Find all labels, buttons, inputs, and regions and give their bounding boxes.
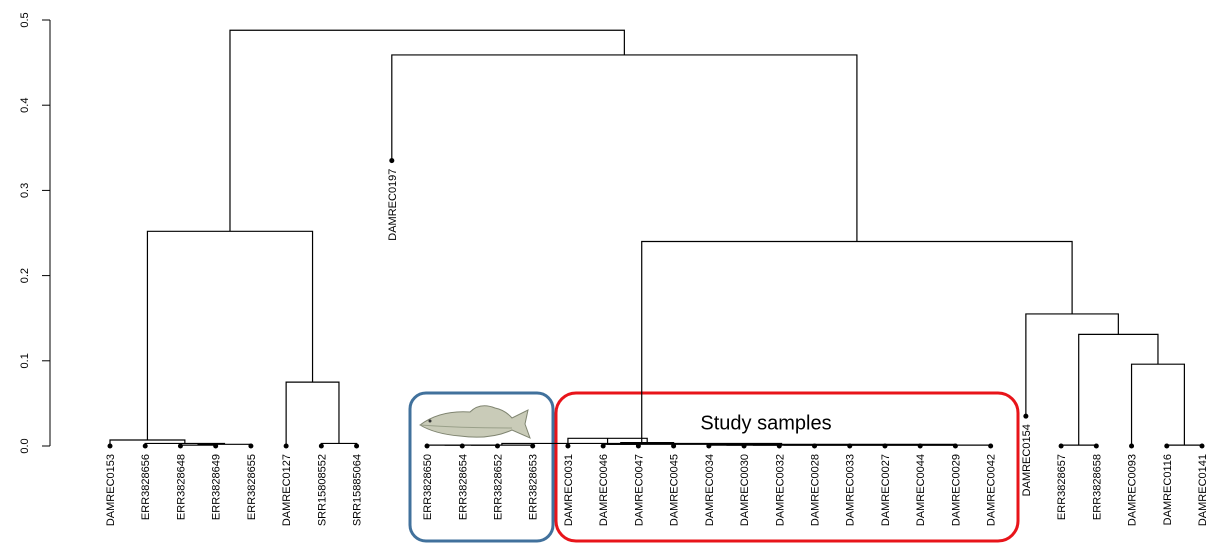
merge [180, 445, 215, 446]
annotation: Study samples [700, 412, 831, 434]
leaf-label: ERR3828650 [422, 454, 434, 520]
fish-icon [420, 406, 530, 438]
merge [1167, 445, 1202, 446]
leaf-label: DAMREC0093 [1127, 454, 1139, 526]
merge [1061, 445, 1096, 446]
merge [1026, 314, 1118, 416]
leaf-label: DAMREC0141 [1197, 454, 1209, 526]
leaf-label: DAMREC0033 [845, 454, 857, 526]
leaf-label: ERR3828653 [528, 454, 540, 520]
merge [147, 231, 312, 440]
y-tick-label: 0.1 [19, 353, 31, 368]
chart: Study samples 0.0 0.1 0.2 0.3 0.4 0.5 DAMREC01… [0, 0, 1210, 543]
leaf-label: DAMREC0047 [633, 454, 645, 526]
leaf-label: ERR3828656 [140, 454, 152, 520]
leaf-label: DAMREC0029 [950, 454, 962, 526]
leaf-label: ERR3828657 [1056, 454, 1068, 520]
y-tick-label: 0.0 [19, 438, 31, 453]
leaf-label: DAMREC0027 [880, 454, 892, 526]
leaf-label: DAMREC0197 [387, 169, 399, 241]
leaf-label: DAMREC0046 [598, 454, 610, 526]
leaf-label: ERR3828648 [175, 454, 187, 520]
leaf-label: DAMREC0044 [915, 454, 927, 526]
leaf-label: ERR3828654 [457, 454, 469, 520]
merge [1132, 364, 1185, 446]
leaf-label: DAMREC0116 [1162, 454, 1174, 525]
leaf-label: DAMREC0154 [1021, 424, 1033, 496]
y-tick-label: 0.4 [19, 98, 31, 113]
leaf-label: ERR3828658 [1091, 454, 1103, 520]
merge [230, 30, 624, 231]
y-tick-label: 0.3 [19, 183, 31, 198]
merge [1079, 334, 1158, 445]
leaf-label: DAMREC0032 [774, 454, 786, 526]
leaf-label: ERR3828652 [492, 454, 504, 520]
merge [392, 55, 857, 242]
leaf-label: ERR3828649 [211, 454, 223, 520]
leaf-label: DAMREC0042 [986, 454, 998, 526]
merge [471, 445, 533, 446]
merge [286, 382, 339, 446]
leaf-label: SRR15885064 [352, 454, 364, 526]
leaf-label: DAMREC0045 [669, 454, 681, 526]
leaf-label: DAMREC0034 [704, 454, 716, 526]
y-tick-label: 0.5 [19, 12, 31, 27]
leaf-label: DAMREC0031 [563, 454, 575, 526]
y-tick-label: 0.2 [19, 268, 31, 283]
leaf-label: DAMREC0028 [810, 454, 822, 526]
leaf-label: DAMREC0030 [739, 454, 751, 526]
merge [321, 443, 356, 446]
leaf-label: DAMREC0127 [281, 454, 293, 526]
leaf-label: SRR15808552 [316, 454, 328, 526]
leaf-label: ERR3828655 [246, 454, 258, 520]
leaf-label: DAMREC0153 [105, 454, 117, 526]
